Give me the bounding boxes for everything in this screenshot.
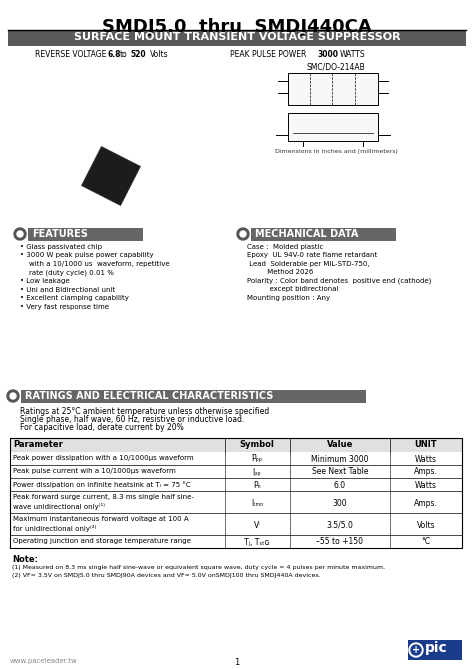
Text: Note:: Note: [12,555,38,564]
Text: Ratings at 25°C ambient temperature unless otherwise specified: Ratings at 25°C ambient temperature unle… [20,407,269,416]
Bar [10,535,462,548]
Bar [251,228,396,241]
Text: www.paceleader.tw: www.paceleader.tw [10,658,78,664]
Text: Watts: Watts [415,480,437,490]
Text: Value: Value [327,440,353,449]
Bar [288,113,378,141]
Text: Minimum 3000: Minimum 3000 [311,454,369,464]
Text: 3000: 3000 [318,50,339,59]
Text: • 3000 W peak pulse power capability: • 3000 W peak pulse power capability [20,252,154,258]
Text: PEAK PULSE POWER: PEAK PULSE POWER [230,50,306,59]
Circle shape [14,228,26,240]
Text: • Very fast response time: • Very fast response time [20,304,109,310]
Text: See Next Table: See Next Table [312,468,368,476]
Text: rate (duty cycle) 0.01 %: rate (duty cycle) 0.01 % [20,270,114,276]
Bar [10,438,462,548]
Text: SMDJ5.0  thru  SMDJ440CA: SMDJ5.0 thru SMDJ440CA [102,18,372,36]
Text: Parameter: Parameter [13,440,63,449]
Text: For capacitive load, derate current by 20%: For capacitive load, derate current by 2… [20,423,184,432]
Circle shape [17,231,23,237]
Text: UNIT: UNIT [415,440,438,449]
Bar [10,465,462,478]
Circle shape [409,643,423,657]
Text: REVERSE VOLTAGE: REVERSE VOLTAGE [35,50,106,59]
Text: Watts: Watts [415,454,437,464]
Text: (2) VF= 3.5V on SMDJ5.0 thru SMDJ90A devices and VF= 5.0V onSMDJ100 thru SMDJ440: (2) VF= 3.5V on SMDJ5.0 thru SMDJ90A dev… [12,573,320,578]
Text: to: to [120,50,128,59]
Text: Lead  Solderable per MIL-STD-750,: Lead Solderable per MIL-STD-750, [247,261,370,267]
Text: Pₚₚ: Pₚₚ [251,454,263,464]
Text: Amps.: Amps. [414,468,438,476]
Text: Mounting position : Any: Mounting position : Any [247,295,330,301]
Bar [10,452,462,465]
Text: Pₙ: Pₙ [253,480,261,490]
Text: SURFACE MOUNT TRANSIENT VOLTAGE SUPPRESSOR: SURFACE MOUNT TRANSIENT VOLTAGE SUPPRESS… [73,32,401,42]
Text: pic: pic [425,641,447,655]
Circle shape [10,393,16,399]
Text: 1: 1 [234,658,240,667]
Text: Single phase, half wave, 60 Hz, resistive or inductive load.: Single phase, half wave, 60 Hz, resistiv… [20,415,245,424]
Text: –55 to +150: –55 to +150 [317,537,364,547]
Text: • Glass passivated chip: • Glass passivated chip [20,244,102,250]
Bar [28,228,143,241]
Text: Volts: Volts [417,520,435,529]
Text: MECHANICAL DATA: MECHANICAL DATA [255,229,358,239]
Text: wave unidirectional only⁽¹⁾: wave unidirectional only⁽¹⁾ [13,502,105,510]
Text: • Excellent clamping capability: • Excellent clamping capability [20,295,129,301]
Text: Iₜₘₙ: Iₜₘₙ [251,498,263,508]
Text: Peak pulse current wih a 10/1000μs waveform: Peak pulse current wih a 10/1000μs wavef… [13,468,176,474]
Text: • Uni and Bidirectional unit: • Uni and Bidirectional unit [20,286,115,292]
Circle shape [411,645,421,655]
Text: with a 10/1000 us  waveform, repetitive: with a 10/1000 us waveform, repetitive [20,261,170,267]
Text: Symbol: Symbol [239,440,274,449]
Text: SMC/DO-214AB: SMC/DO-214AB [307,62,365,71]
Text: Peak forward surge current, 8.3 ms single half sine-: Peak forward surge current, 8.3 ms singl… [13,494,194,500]
Text: Case :  Molded plastic: Case : Molded plastic [247,244,323,250]
Text: Tⱼ, Tₛₜɢ: Tⱼ, Tₛₜɢ [244,537,270,547]
Text: Peak power dissipation with a 10/1000μs waveform: Peak power dissipation with a 10/1000μs … [13,455,193,461]
Text: +: + [412,645,420,655]
Text: (1) Measured on 8.3 ms single half sine-wave or equivalent square wave, duty cyc: (1) Measured on 8.3 ms single half sine-… [12,565,385,570]
Text: 300: 300 [333,498,347,508]
Text: Vⁱ: Vⁱ [254,520,260,529]
Text: Amps.: Amps. [414,498,438,508]
Bar [288,73,378,105]
Text: Iₚₚ: Iₚₚ [253,468,261,476]
Bar [8,31,466,46]
Text: Dimensions in inches and (millimeters): Dimensions in inches and (millimeters) [274,149,397,154]
Text: Power dissipation on infinite heatsink at Tₗ = 75 °C: Power dissipation on infinite heatsink a… [13,481,191,488]
Circle shape [240,231,246,237]
Polygon shape [82,147,140,205]
Text: 6.8: 6.8 [108,50,121,59]
Bar [10,513,462,535]
Text: °C: °C [421,537,430,547]
Text: 3.5/5.0: 3.5/5.0 [327,520,354,529]
Text: RATINGS AND ELECTRICAL CHARACTERISTICS: RATINGS AND ELECTRICAL CHARACTERISTICS [25,391,273,401]
Circle shape [237,228,249,240]
Text: Maximum instantaneous forward voltage at 100 A: Maximum instantaneous forward voltage at… [13,516,189,522]
Text: Volts: Volts [150,50,169,59]
Text: 6.0: 6.0 [334,480,346,490]
Bar [10,438,462,452]
Bar [10,478,462,491]
Text: except bidirectional: except bidirectional [247,286,338,292]
Text: Method 2026: Method 2026 [247,270,313,276]
Text: Polarity : Color band denotes  positive end (cathode): Polarity : Color band denotes positive e… [247,278,431,284]
Text: 520: 520 [130,50,146,59]
Text: FEATURES: FEATURES [32,229,88,239]
Circle shape [7,390,19,402]
Text: WATTS: WATTS [340,50,365,59]
Bar [10,491,462,513]
Text: • Low leakage: • Low leakage [20,278,70,284]
Text: Operating junction and storage temperature range: Operating junction and storage temperatu… [13,538,191,544]
Text: Epoxy  UL 94V-0 rate flame retardant: Epoxy UL 94V-0 rate flame retardant [247,252,377,258]
Bar [21,390,366,403]
Text: for unidirectional only⁽²⁾: for unidirectional only⁽²⁾ [13,524,96,531]
Bar [408,640,462,660]
